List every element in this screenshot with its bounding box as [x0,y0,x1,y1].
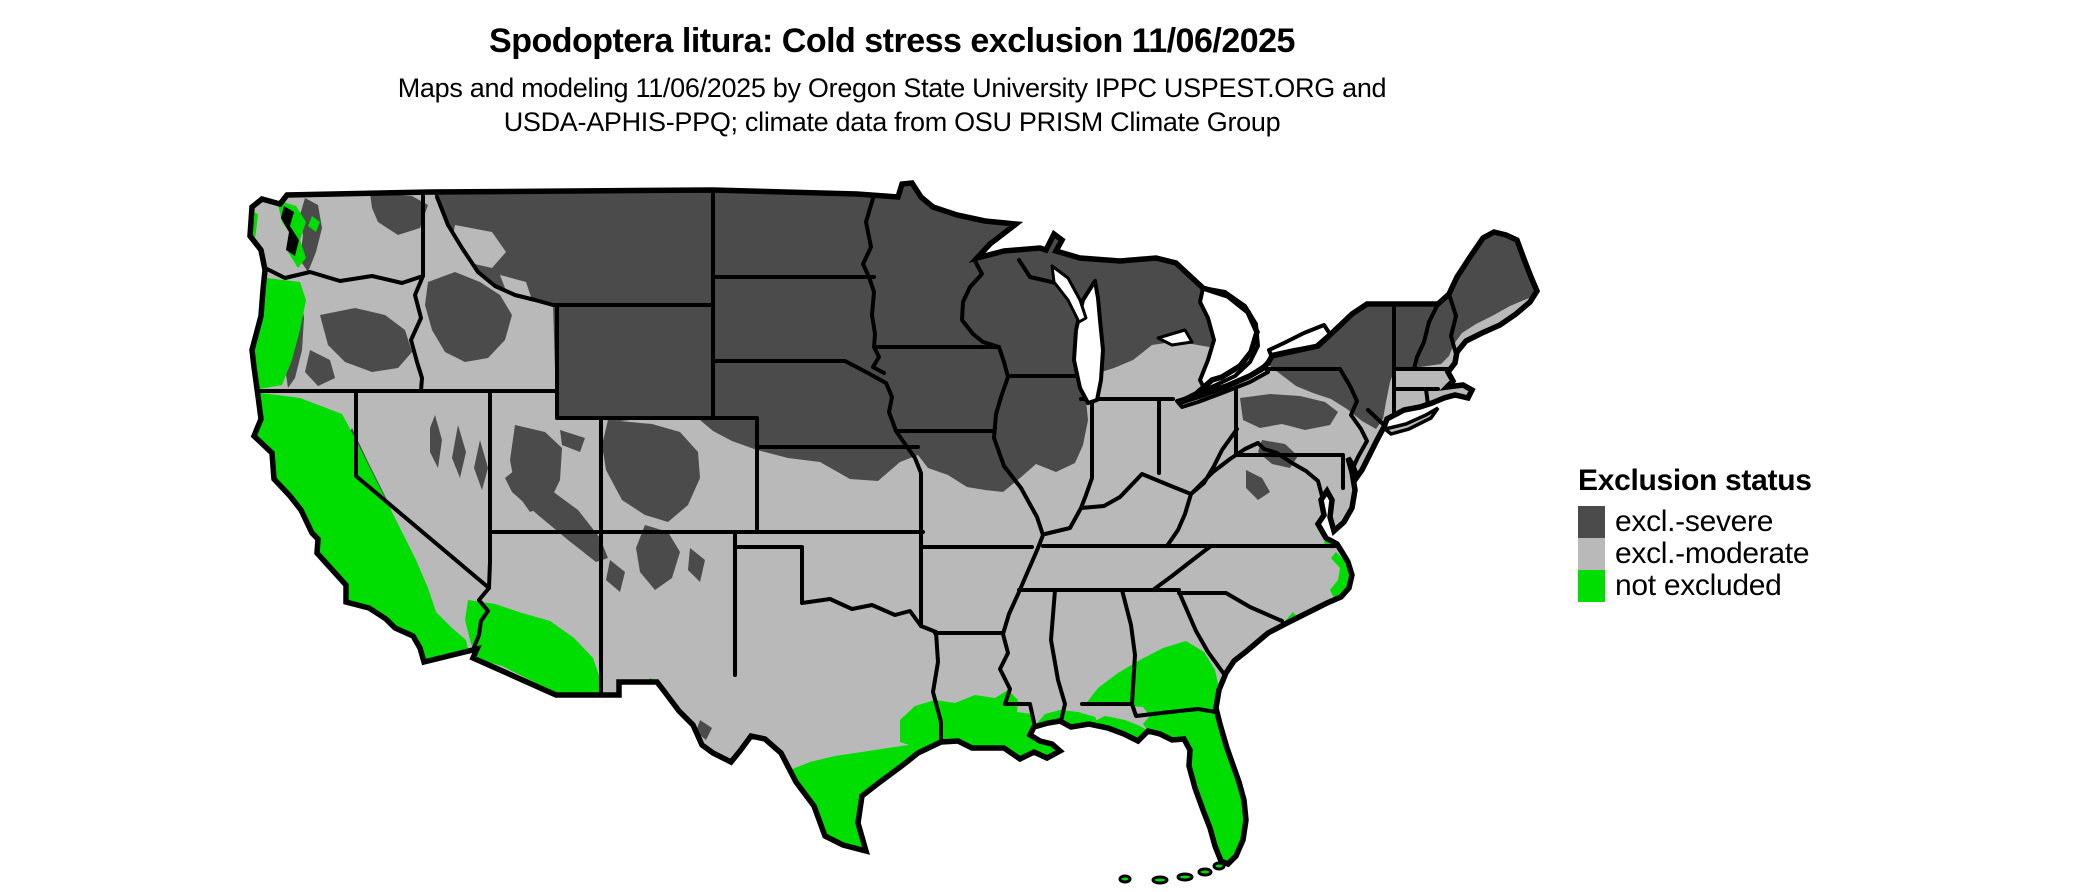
legend-label-moderate: excl.-moderate [1615,537,1810,570]
legend-label-severe: excl.-severe [1615,505,1774,538]
not-excluded-regions [250,200,1351,864]
legend-label-not-excluded: not excluded [1615,569,1782,602]
key-4 [1197,867,1213,877]
region-green-florida-sga [1084,641,1246,864]
region-green-channel-island-2 [350,621,362,630]
region-severe-northern-plains-midwest [430,185,1256,492]
region-severe-nm-west [606,560,625,592]
region-severe-wa-northeast [370,193,428,235]
region-severe-wv-mountains [1246,470,1270,500]
region-severe-id-central [425,272,512,362]
region-severe-wa-cascades [300,198,322,272]
severe-regions [284,185,1537,740]
region-green-california [254,392,470,662]
florida-keys [1118,861,1226,885]
legend-item-moderate: excl.-moderate [1578,537,1812,570]
state-border-lines [250,188,1458,744]
subtitle-line-1: Maps and modeling 11/06/2025 by Oregon S… [397,73,1387,103]
region-green-channel-island-1 [330,614,342,623]
state-borders [250,188,1458,744]
region-severe-nm-north-2 [688,548,705,582]
key-3 [1176,872,1194,882]
region-severe-az-mogollon [505,470,608,562]
region-green-fl-panhandle-coast [1089,716,1150,741]
legend: Exclusion status excl.-severe excl.-mode… [1578,464,1812,602]
key-1 [1118,874,1132,884]
key-2 [1151,875,1169,885]
figure-title: Spodoptera litura: Cold stress exclusion… [489,22,1295,60]
region-severe-nm-north-1 [636,525,680,590]
region-severe-co-rockies [602,420,700,522]
region-green-wa-north [308,216,320,232]
region-severe-pa-north [1240,394,1338,430]
region-severe-or-south [305,350,335,386]
region-severe-or-blue-mtns [320,308,412,372]
region-green-south-texas [790,742,941,851]
figure-header: Spodoptera litura: Cold stress exclusion… [0,0,1784,139]
legend-item-not-excluded: not excluded [1578,569,1812,602]
key-5 [1212,861,1226,871]
region-severe-nv-range-1 [430,415,442,468]
green-bay [1050,264,1088,324]
region-green-arizona [465,600,601,694]
legend-item-severe: excl.-severe [1578,505,1812,538]
subtitle-line-2: USDA-APHIS-PPQ; climate data from OSU PR… [503,107,1281,137]
region-green-channel-island-3 [369,629,381,638]
legend-swatch-moderate [1578,538,1605,570]
puget-sound [281,206,299,256]
legend-title: Exclusion status [1578,464,1812,497]
legend-swatch-severe [1578,506,1605,538]
figure-subtitle: Maps and modeling 11/06/2025 by Oregon S… [0,71,1784,139]
saginaw-bay [1156,328,1194,347]
region-severe-nv-range-3 [474,440,488,490]
region-severe-northeast [1264,232,1537,429]
region-severe-uinta [560,430,585,452]
patch-mt-valley-1 [451,225,506,268]
long-island [1381,406,1440,436]
legend-swatch-not-excluded [1578,570,1605,602]
region-severe-nv-range-2 [452,425,466,478]
